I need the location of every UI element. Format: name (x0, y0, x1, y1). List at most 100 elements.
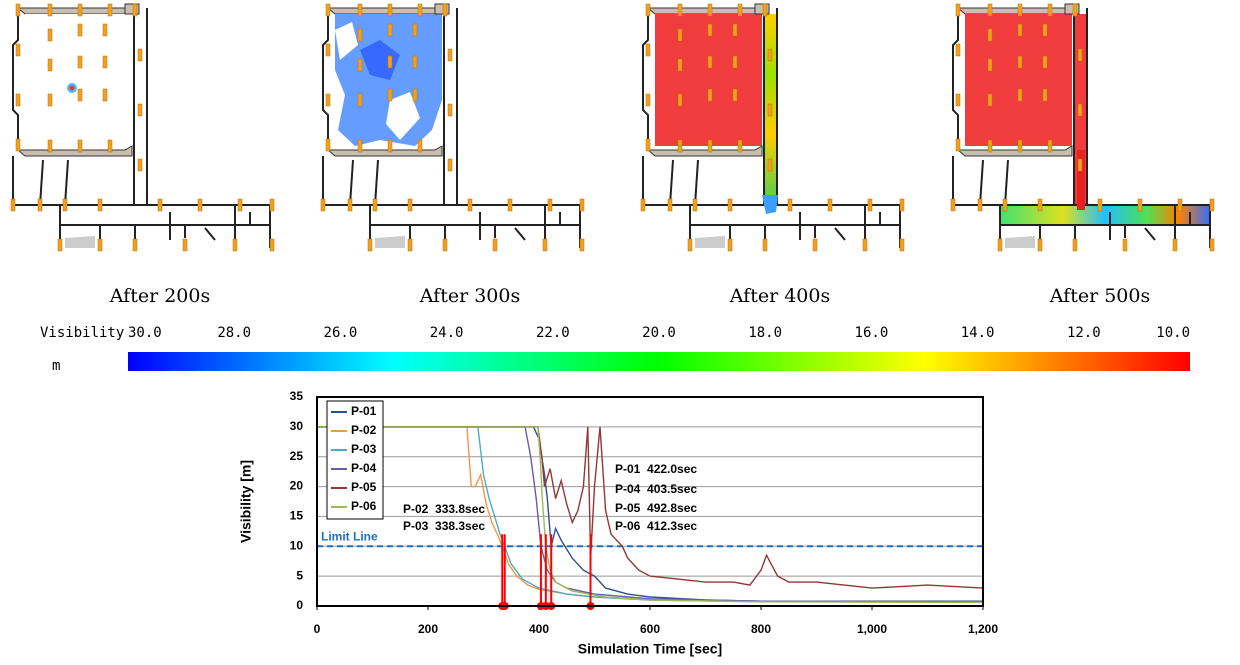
pillar (641, 199, 645, 211)
pillar (678, 29, 682, 41)
pillar (368, 239, 372, 251)
pillar (728, 239, 732, 251)
pillar (326, 139, 330, 151)
pillar (768, 104, 772, 116)
pillar (238, 199, 242, 211)
colorbar-unit: m (52, 358, 60, 374)
wall-band (18, 146, 132, 156)
pillar (1003, 199, 1007, 211)
pillar (418, 140, 422, 152)
colorbar-tick-label: 10.0 (1156, 325, 1190, 341)
limit-line-label: Limit Line (321, 529, 378, 543)
y-tick-label: 25 (290, 449, 304, 463)
pillar (326, 44, 330, 56)
pillar (733, 24, 737, 36)
pillar (738, 140, 742, 152)
pillar (373, 199, 377, 211)
pillar (78, 24, 82, 36)
wall (953, 156, 1070, 205)
pillar (678, 4, 682, 16)
pillar (16, 44, 20, 56)
pillar (138, 49, 142, 61)
panel-caption: After 400s (729, 285, 830, 307)
pillar (900, 199, 904, 211)
pillar (708, 4, 712, 16)
wall (643, 156, 760, 205)
pillar (828, 199, 832, 211)
y-tick-label: 5 (296, 568, 303, 582)
colorbar-tick-label: 12.0 (1067, 325, 1101, 341)
wall-band (958, 146, 1072, 156)
pillar (348, 199, 352, 211)
pillar (813, 239, 817, 251)
pillar (388, 89, 392, 101)
wall (323, 8, 328, 150)
colorbar-tick-label: 16.0 (855, 325, 889, 341)
pillar (443, 4, 447, 16)
pillar (448, 49, 452, 61)
pillar (408, 239, 412, 251)
floor-plan (321, 4, 584, 251)
pillar (78, 140, 82, 152)
x-axis-label: Simulation Time [sec] (578, 641, 722, 657)
pillar (768, 159, 772, 171)
legend-label: P-03 (351, 442, 377, 456)
pillar (198, 199, 202, 211)
pillar (956, 139, 960, 151)
x-tick-label: 1,000 (857, 622, 887, 636)
pillar (728, 199, 732, 211)
y-tick-label: 10 (290, 538, 304, 552)
pillar (1078, 49, 1082, 61)
pillar (48, 29, 52, 41)
pillar (418, 4, 422, 16)
pillar (1210, 239, 1214, 251)
pillar (988, 140, 992, 152)
colorbar-tick-label: 26.0 (324, 325, 358, 341)
pillar (1018, 89, 1022, 101)
pillar (270, 199, 274, 211)
pillar (138, 159, 142, 171)
wall-band (18, 4, 132, 14)
pillar (1018, 4, 1022, 16)
pillar (768, 49, 772, 61)
pillar (133, 239, 137, 251)
wall (13, 156, 130, 205)
pillar (678, 59, 682, 71)
pillar (133, 4, 137, 16)
pillar (233, 239, 237, 251)
colorbar (128, 352, 1190, 371)
pillar (708, 140, 712, 152)
y-tick-label: 20 (290, 479, 304, 493)
pillar (733, 89, 737, 101)
pillar (1043, 24, 1047, 36)
pillar (78, 4, 82, 16)
legend-label: P-05 (351, 480, 377, 494)
wall-shadow (695, 236, 725, 248)
pillar (1038, 239, 1042, 251)
pillar (98, 199, 102, 211)
pillar (956, 94, 960, 106)
pillar (493, 239, 497, 251)
annotation: P-04 403.5sec (615, 482, 697, 496)
pillar (1018, 140, 1022, 152)
pillar (978, 199, 982, 211)
floor-plans (11, 4, 1214, 251)
pillar (78, 56, 82, 68)
pillar (646, 94, 650, 106)
y-tick-label: 0 (296, 598, 303, 612)
pillar (270, 239, 274, 251)
pillar (388, 24, 392, 36)
pillar (1138, 199, 1142, 211)
pillar (443, 239, 447, 251)
pillar (763, 239, 767, 251)
y-axis-label: Visibility [m] (238, 460, 254, 543)
pillar (693, 199, 697, 211)
pillar (1048, 4, 1052, 16)
pillar (988, 4, 992, 16)
pillar (158, 199, 162, 211)
panel-caption: After 300s (419, 285, 520, 307)
pillar (1073, 4, 1077, 16)
pillar (108, 4, 112, 16)
pillar (358, 59, 362, 71)
pillar (646, 44, 650, 56)
